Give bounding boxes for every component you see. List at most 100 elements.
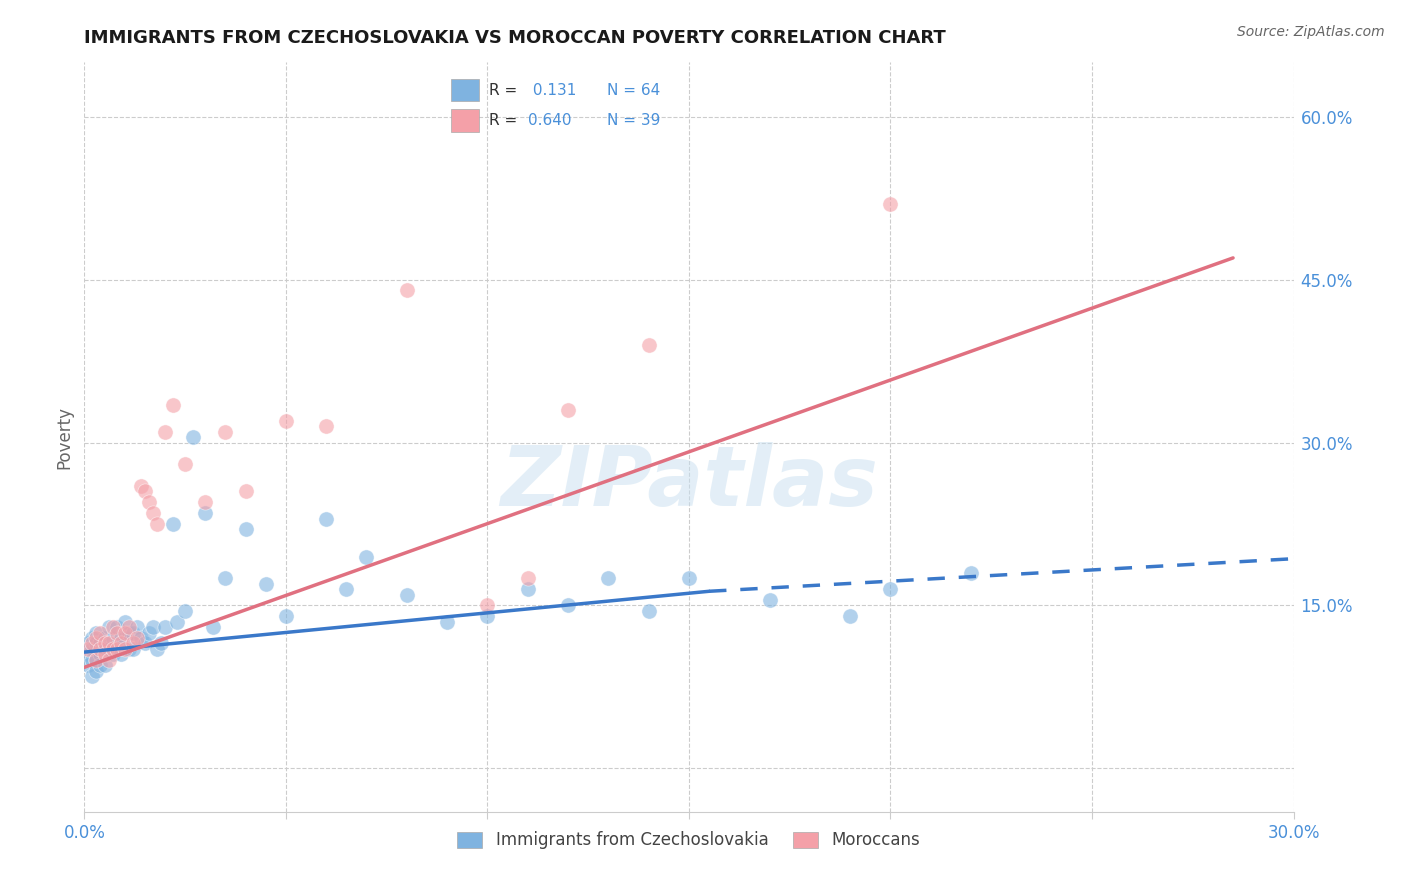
Point [174,457,197,471]
Point [114,625,136,640]
Point [557,599,579,613]
Point [101,620,124,634]
Point [637,604,659,618]
Point [315,419,337,434]
Point [105,625,128,640]
Point [114,615,136,629]
Point [93,636,115,650]
Point [138,495,160,509]
Point [516,571,538,585]
Point [142,506,165,520]
Legend: Immigrants from Czechoslovakia, Moroccans: Immigrants from Czechoslovakia, Moroccan… [451,824,927,855]
Point [86,625,108,640]
FancyBboxPatch shape [451,109,478,131]
Point [138,625,160,640]
Point [214,425,236,439]
Point [77,636,100,650]
Point [105,620,128,634]
Text: 0.640: 0.640 [527,112,571,128]
Point [436,615,458,629]
Point [274,414,297,428]
Text: N = 64: N = 64 [607,83,661,97]
Point [82,653,104,667]
Point [235,484,257,499]
Point [93,641,115,656]
Point [274,609,297,624]
Point [839,609,862,624]
Point [125,620,148,634]
Point [121,636,143,650]
Point [118,625,141,640]
Point [89,625,111,640]
Point [149,636,172,650]
Point [235,522,257,536]
Y-axis label: Poverty: Poverty [55,406,73,468]
Point [89,647,111,661]
Point [77,641,100,656]
Point [356,549,378,564]
Point [101,641,124,656]
Point [174,604,197,618]
Point [89,641,111,656]
Point [82,636,104,650]
Point [97,636,120,650]
Point [97,620,120,634]
Point [121,641,143,656]
Point [516,582,538,596]
Point [395,588,418,602]
Point [86,653,108,667]
Point [960,566,983,580]
Point [86,664,108,678]
Point [678,571,700,585]
Point [214,571,236,585]
Point [114,631,136,645]
Point [105,636,128,650]
Point [162,516,184,531]
Text: R =: R = [489,112,523,128]
Point [142,620,165,634]
Text: 0.131: 0.131 [527,83,576,97]
Point [125,631,148,645]
Text: Source: ZipAtlas.com: Source: ZipAtlas.com [1237,25,1385,39]
Point [110,631,132,645]
Point [118,620,141,634]
Point [146,516,169,531]
Point [101,647,124,661]
Text: R =: R = [489,83,523,97]
Point [121,625,143,640]
Point [82,631,104,645]
Point [557,403,579,417]
Point [879,196,901,211]
Point [114,641,136,656]
Point [181,430,204,444]
Point [153,425,176,439]
Point [335,582,357,596]
Point [162,397,184,411]
Point [93,631,115,645]
Point [129,479,152,493]
Point [758,593,780,607]
Point [254,576,277,591]
Point [637,338,659,352]
Point [166,615,188,629]
Point [86,631,108,645]
Text: ZIPatlas: ZIPatlas [501,442,877,523]
Point [86,636,108,650]
Point [129,631,152,645]
Point [97,641,120,656]
Point [134,484,156,499]
Point [82,641,104,656]
FancyBboxPatch shape [451,78,478,102]
Point [110,636,132,650]
Point [395,284,418,298]
Point [134,636,156,650]
Point [110,647,132,661]
Text: N = 39: N = 39 [607,112,661,128]
Point [101,631,124,645]
Point [194,495,217,509]
Point [315,511,337,525]
Point [879,582,901,596]
Point [89,636,111,650]
Point [77,647,100,661]
Point [89,658,111,673]
